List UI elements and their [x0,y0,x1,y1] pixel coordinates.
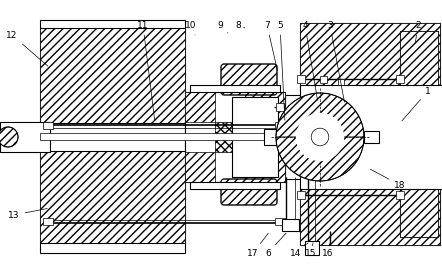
Bar [0,122,50,152]
Bar [297,75,305,83]
Text: 15: 15 [305,243,317,257]
Text: 3: 3 [327,20,344,102]
Bar [282,219,299,231]
Bar [43,218,53,225]
Polygon shape [40,151,185,243]
Bar [275,122,285,129]
Text: 4: 4 [302,20,317,100]
Text: 17: 17 [247,233,268,257]
Text: 6: 6 [265,233,286,257]
Text: 2: 2 [415,20,421,42]
Text: 13: 13 [8,209,47,219]
Circle shape [296,113,344,161]
Polygon shape [245,152,285,182]
Circle shape [276,93,364,181]
Text: 8: 8 [235,20,245,29]
FancyBboxPatch shape [221,64,277,95]
Text: 10: 10 [185,20,197,35]
Bar [40,28,185,243]
Bar [190,85,280,92]
Bar [288,105,296,113]
Polygon shape [400,31,438,95]
Bar [40,20,185,28]
Bar [300,85,442,189]
Bar [297,191,305,199]
Text: 9: 9 [217,20,228,33]
Text: 1: 1 [402,87,431,121]
Bar [364,131,379,143]
Text: 18: 18 [370,169,406,189]
Bar [305,241,319,255]
Bar [40,243,185,253]
Bar [264,129,276,145]
Bar [276,103,284,111]
Polygon shape [300,23,440,95]
Circle shape [0,127,18,147]
Bar [396,191,404,199]
Bar [40,133,320,140]
FancyBboxPatch shape [221,179,277,205]
Bar [190,182,280,189]
Polygon shape [300,179,440,245]
Bar [43,122,53,129]
Text: 7: 7 [264,20,278,70]
Polygon shape [40,28,185,123]
Text: 11: 11 [137,20,155,120]
Bar [400,31,438,237]
Text: 5: 5 [277,20,285,120]
Text: 16: 16 [322,243,334,257]
Bar [40,123,185,151]
Bar [275,218,285,225]
Polygon shape [245,92,285,122]
Polygon shape [400,179,438,237]
Text: 12: 12 [6,31,48,66]
Polygon shape [185,152,215,182]
Polygon shape [185,92,215,122]
Polygon shape [285,23,440,245]
Bar [338,79,344,85]
Bar [320,76,327,83]
Bar [232,97,278,177]
Bar [215,122,245,152]
Bar [396,75,404,83]
Bar [185,92,285,182]
Text: 14: 14 [290,243,308,257]
